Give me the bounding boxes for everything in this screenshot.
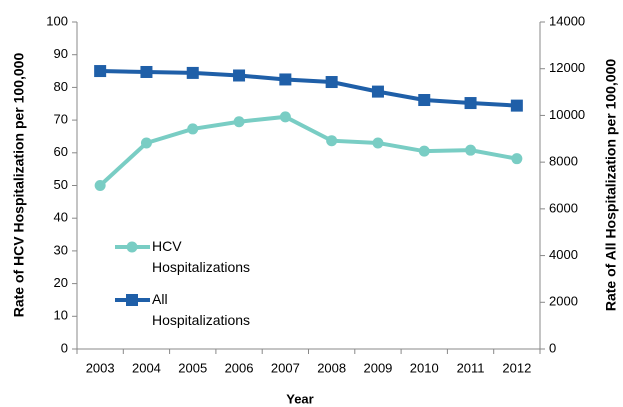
y2-tick-label: 10000 — [549, 107, 585, 122]
x-tick-label: 2011 — [457, 360, 485, 375]
y-tick-label: 50 — [54, 177, 68, 192]
y2-tick-label: 14000 — [549, 13, 585, 28]
data-point — [511, 153, 523, 165]
data-point — [187, 123, 199, 135]
x-axis-label: Year — [286, 391, 313, 406]
data-point — [94, 65, 107, 78]
legend-swatch-marker — [126, 294, 138, 306]
data-point — [140, 65, 153, 78]
x-tick-label: 2009 — [363, 360, 392, 375]
data-point — [186, 66, 199, 79]
y-tick-label: 40 — [54, 210, 68, 225]
data-point — [371, 85, 384, 98]
data-point — [418, 145, 430, 157]
x-tick-label: 2006 — [225, 360, 254, 375]
data-point — [233, 116, 245, 128]
x-tick-label: 2003 — [86, 360, 115, 375]
y2-tick-label: 8000 — [549, 154, 578, 169]
x-tick-label: 2005 — [178, 360, 207, 375]
legend-entry: HCV Hospitalizations — [152, 238, 251, 275]
data-point — [279, 73, 292, 86]
legend-label: All Hospitalizations — [152, 291, 251, 328]
data-point — [279, 111, 291, 123]
y-axis-label: Rate of HCV Hospitalization per 100,000 — [11, 53, 27, 318]
y-tick-label: 70 — [54, 112, 68, 127]
y-tick-label: 60 — [54, 144, 68, 159]
data-point — [372, 137, 384, 149]
y-tick-label: 80 — [54, 79, 68, 94]
series-line — [98, 114, 518, 187]
y-tick-label: 10 — [54, 308, 68, 323]
data-point — [418, 94, 431, 107]
x-tick-label: 2010 — [410, 360, 439, 375]
y-tick-label: 90 — [54, 46, 68, 61]
data-point — [94, 180, 106, 191]
data-point — [465, 144, 477, 156]
data-point — [464, 97, 477, 110]
y2-tick-label: 6000 — [549, 200, 578, 215]
y2-tick-label: 2000 — [549, 294, 578, 309]
data-point — [325, 76, 338, 89]
x-tick-label: 2008 — [317, 360, 346, 375]
legend-swatch-marker — [126, 241, 138, 253]
data-point — [326, 135, 338, 147]
y2-tick-label: 0 — [549, 340, 556, 355]
x-tick-label: 2004 — [132, 360, 161, 375]
y-tick-label: 0 — [61, 340, 68, 355]
y2-tick-label: 12000 — [549, 60, 585, 75]
legend-label: HCV Hospitalizations — [152, 238, 251, 275]
data-point — [233, 69, 246, 82]
y2-tick-label: 4000 — [549, 247, 578, 262]
y2-axis-label: Rate of All Hospitalization per 100,000 — [603, 59, 619, 312]
x-tick-label: 2007 — [271, 360, 300, 375]
legend-entry: All Hospitalizations — [152, 291, 251, 328]
series-line — [100, 69, 517, 108]
data-point — [140, 137, 152, 149]
y-tick-label: 20 — [54, 275, 68, 290]
x-tick-label: 2012 — [502, 360, 531, 375]
y-tick-label: 30 — [54, 242, 68, 257]
y-tick-label: 100 — [46, 13, 68, 28]
data-point — [510, 99, 523, 112]
